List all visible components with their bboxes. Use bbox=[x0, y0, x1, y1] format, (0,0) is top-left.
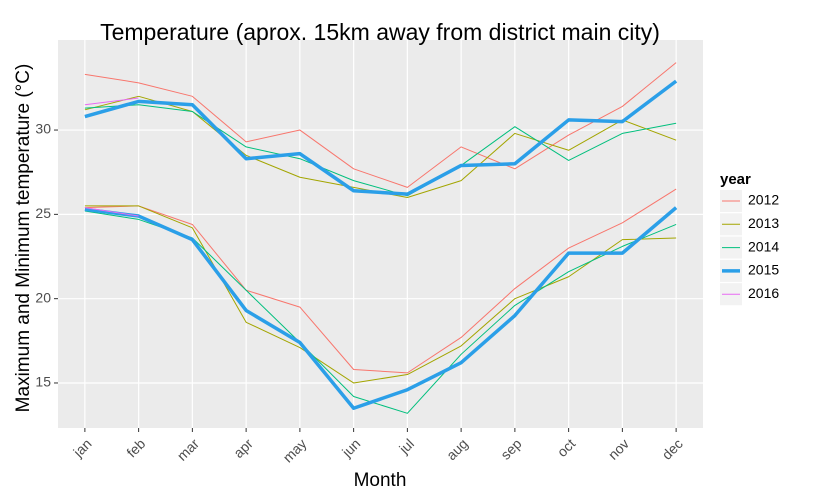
panel bbox=[58, 40, 703, 428]
legend-label: 2014 bbox=[748, 238, 779, 254]
series-line bbox=[84, 62, 677, 188]
x-tick-label: jan bbox=[69, 435, 94, 460]
y-tick-label: 30 bbox=[35, 121, 51, 137]
x-tick-label: may bbox=[280, 435, 310, 465]
legend-label: 2012 bbox=[748, 192, 779, 208]
x-tick-label: jun bbox=[338, 435, 363, 460]
x-tick-label: nov bbox=[605, 435, 632, 462]
chart-title: Temperature (aprox. 15km away from distr… bbox=[100, 19, 660, 45]
y-tick-label: 20 bbox=[35, 289, 51, 305]
legend-label: 2015 bbox=[748, 262, 779, 278]
x-tick-label: jul bbox=[395, 435, 417, 457]
x-tick-label: dec bbox=[659, 435, 686, 462]
series-line bbox=[84, 206, 678, 411]
y-axis-title: Maximum and Minimum temperature (°C) bbox=[13, 64, 34, 413]
x-tick-label: mar bbox=[174, 435, 203, 464]
y-tick-label: 25 bbox=[35, 205, 51, 221]
legend-label: 2016 bbox=[748, 285, 779, 301]
series-line bbox=[84, 207, 139, 217]
x-axis-title: Month bbox=[354, 470, 407, 491]
y-tick-label: 15 bbox=[35, 374, 51, 390]
series-line bbox=[84, 205, 677, 384]
x-tick-label: aug bbox=[443, 435, 471, 463]
series-line bbox=[84, 188, 677, 374]
legend-label: 2013 bbox=[748, 215, 779, 231]
x-tick-label: apr bbox=[230, 435, 256, 461]
legend-title: year bbox=[720, 171, 751, 188]
x-tick-label: sep bbox=[497, 435, 524, 462]
x-tick-label: oct bbox=[554, 435, 579, 460]
series-line bbox=[84, 104, 677, 197]
x-tick-label: feb bbox=[123, 435, 148, 460]
series-line bbox=[84, 97, 139, 106]
series-line bbox=[84, 79, 678, 196]
